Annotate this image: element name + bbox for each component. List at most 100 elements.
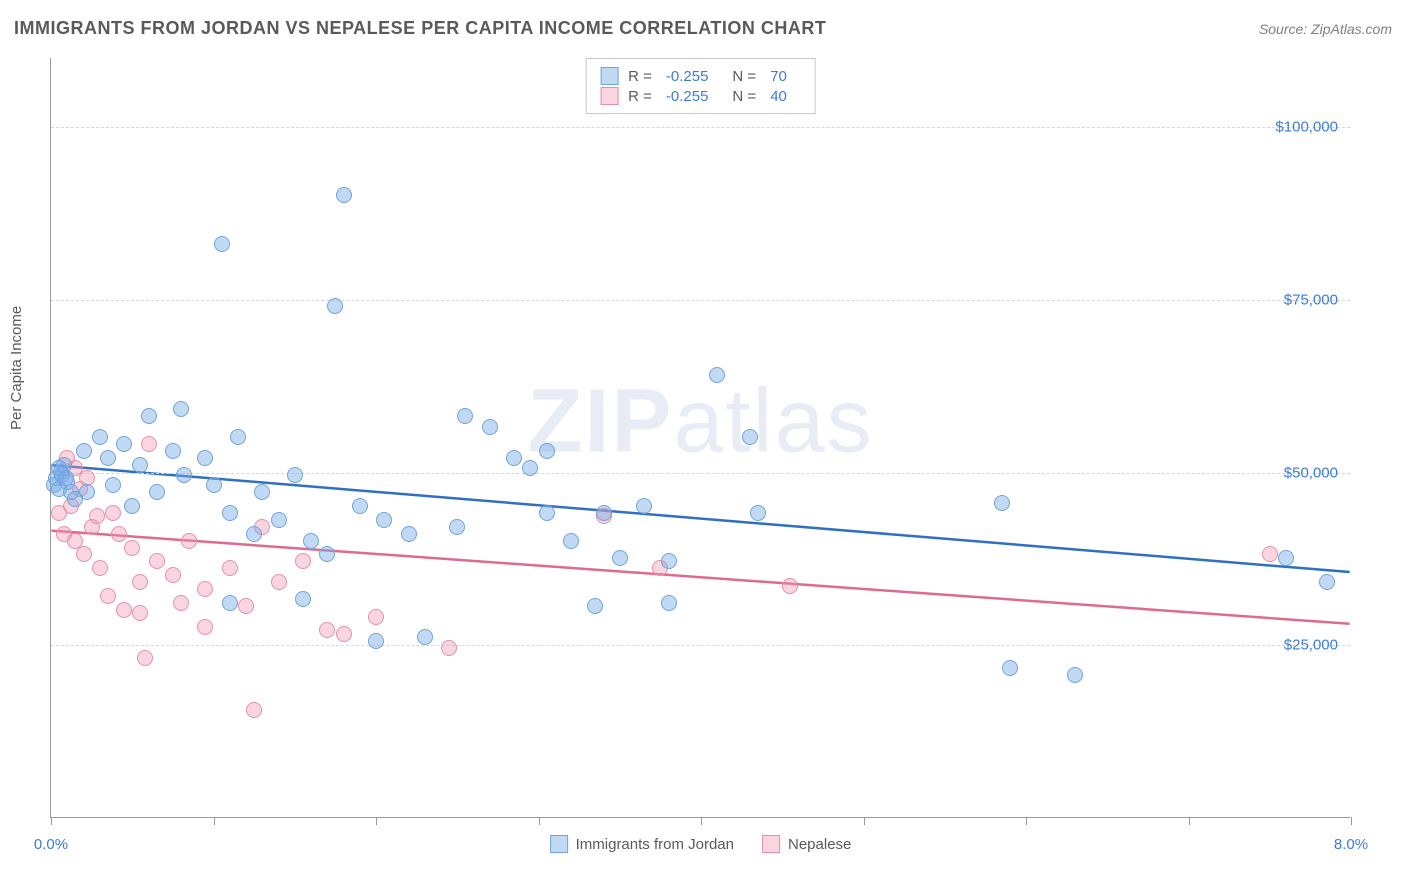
- scatter-point-nepalese: [92, 560, 108, 576]
- scatter-point-nepalese: [124, 540, 140, 556]
- legend-correlation: R =-0.255N =70R =-0.255N =40: [585, 58, 816, 114]
- legend-swatch: [600, 67, 618, 85]
- scatter-point-jordan: [636, 498, 652, 514]
- legend-r-value: -0.255: [666, 68, 709, 85]
- scatter-point-jordan: [197, 450, 213, 466]
- x-tick: [1189, 817, 1190, 825]
- scatter-point-jordan: [482, 419, 498, 435]
- scatter-point-jordan: [141, 408, 157, 424]
- chart-source: Source: ZipAtlas.com: [1259, 21, 1392, 37]
- scatter-point-jordan: [368, 633, 384, 649]
- legend-r-value: -0.255: [666, 88, 709, 105]
- x-tick: [1351, 817, 1352, 825]
- scatter-point-jordan: [457, 408, 473, 424]
- scatter-point-nepalese: [441, 640, 457, 656]
- scatter-point-jordan: [352, 498, 368, 514]
- y-axis-label: Per Capita Income: [8, 306, 25, 430]
- scatter-point-jordan: [661, 595, 677, 611]
- y-tick-label: $50,000: [1284, 464, 1338, 481]
- scatter-point-nepalese: [141, 436, 157, 452]
- x-tick: [701, 817, 702, 825]
- scatter-point-nepalese: [116, 602, 132, 618]
- x-tick: [376, 817, 377, 825]
- chart-header: IMMIGRANTS FROM JORDAN VS NEPALESE PER C…: [14, 18, 1392, 39]
- plot-area: ZIPatlas R =-0.255N =70R =-0.255N =40 Im…: [50, 58, 1350, 818]
- legend-correlation-row: R = -0.255 N = 40: [600, 87, 801, 105]
- scatter-point-jordan: [124, 498, 140, 514]
- scatter-point-nepalese: [197, 581, 213, 597]
- scatter-point-jordan: [92, 429, 108, 445]
- y-tick-label: $75,000: [1284, 291, 1338, 308]
- scatter-point-jordan: [336, 187, 352, 203]
- scatter-point-jordan: [709, 367, 725, 383]
- watermark: ZIPatlas: [527, 371, 873, 474]
- scatter-point-jordan: [563, 533, 579, 549]
- scatter-point-nepalese: [132, 574, 148, 590]
- y-tick-label: $25,000: [1284, 637, 1338, 654]
- scatter-point-jordan: [287, 467, 303, 483]
- scatter-point-nepalese: [149, 553, 165, 569]
- legend-swatch: [600, 87, 618, 105]
- scatter-point-jordan: [994, 495, 1010, 511]
- scatter-point-jordan: [100, 450, 116, 466]
- scatter-point-jordan: [1278, 550, 1294, 566]
- scatter-point-nepalese: [76, 546, 92, 562]
- scatter-point-jordan: [132, 457, 148, 473]
- x-tick-label-right: 8.0%: [1334, 836, 1368, 853]
- chart-title: IMMIGRANTS FROM JORDAN VS NEPALESE PER C…: [14, 18, 826, 39]
- scatter-point-jordan: [750, 505, 766, 521]
- legend-n-label: N =: [732, 68, 756, 85]
- x-tick: [214, 817, 215, 825]
- scatter-point-nepalese: [181, 533, 197, 549]
- scatter-point-jordan: [522, 460, 538, 476]
- legend-n-value: 40: [770, 88, 787, 105]
- scatter-point-jordan: [58, 470, 74, 486]
- scatter-point-nepalese: [137, 650, 153, 666]
- legend-n-label: N =: [732, 88, 756, 105]
- legend-r-label: R =: [628, 68, 652, 85]
- scatter-point-jordan: [596, 505, 612, 521]
- scatter-point-nepalese: [319, 622, 335, 638]
- y-tick-label: $100,000: [1275, 119, 1338, 136]
- scatter-point-jordan: [1002, 660, 1018, 676]
- watermark-rest: atlas: [673, 372, 873, 472]
- chart-container: IMMIGRANTS FROM JORDAN VS NEPALESE PER C…: [0, 0, 1406, 892]
- scatter-point-jordan: [214, 236, 230, 252]
- x-tick: [51, 817, 52, 825]
- scatter-point-nepalese: [111, 526, 127, 542]
- scatter-point-jordan: [206, 477, 222, 493]
- scatter-point-jordan: [246, 526, 262, 542]
- scatter-point-jordan: [222, 505, 238, 521]
- grid-line: [51, 300, 1350, 301]
- scatter-point-jordan: [742, 429, 758, 445]
- x-tick: [1026, 817, 1027, 825]
- scatter-point-nepalese: [238, 598, 254, 614]
- x-tick: [539, 817, 540, 825]
- scatter-point-nepalese: [782, 578, 798, 594]
- scatter-point-jordan: [165, 443, 181, 459]
- scatter-point-jordan: [271, 512, 287, 528]
- scatter-point-nepalese: [1262, 546, 1278, 562]
- scatter-point-jordan: [661, 553, 677, 569]
- scatter-point-jordan: [76, 443, 92, 459]
- scatter-point-jordan: [612, 550, 628, 566]
- scatter-point-jordan: [105, 477, 121, 493]
- scatter-point-jordan: [1319, 574, 1335, 590]
- scatter-point-jordan: [319, 546, 335, 562]
- legend-swatch: [550, 835, 568, 853]
- scatter-point-jordan: [79, 484, 95, 500]
- legend-series-label: Nepalese: [788, 836, 851, 853]
- legend-series: Immigrants from JordanNepalese: [550, 835, 852, 853]
- scatter-point-jordan: [376, 512, 392, 528]
- legend-r-label: R =: [628, 88, 652, 105]
- grid-line: [51, 473, 1350, 474]
- scatter-point-nepalese: [165, 567, 181, 583]
- legend-series-item: Nepalese: [762, 835, 851, 853]
- scatter-point-nepalese: [368, 609, 384, 625]
- scatter-point-jordan: [295, 591, 311, 607]
- x-tick: [864, 817, 865, 825]
- scatter-point-jordan: [303, 533, 319, 549]
- scatter-point-jordan: [254, 484, 270, 500]
- scatter-point-nepalese: [271, 574, 287, 590]
- scatter-point-jordan: [230, 429, 246, 445]
